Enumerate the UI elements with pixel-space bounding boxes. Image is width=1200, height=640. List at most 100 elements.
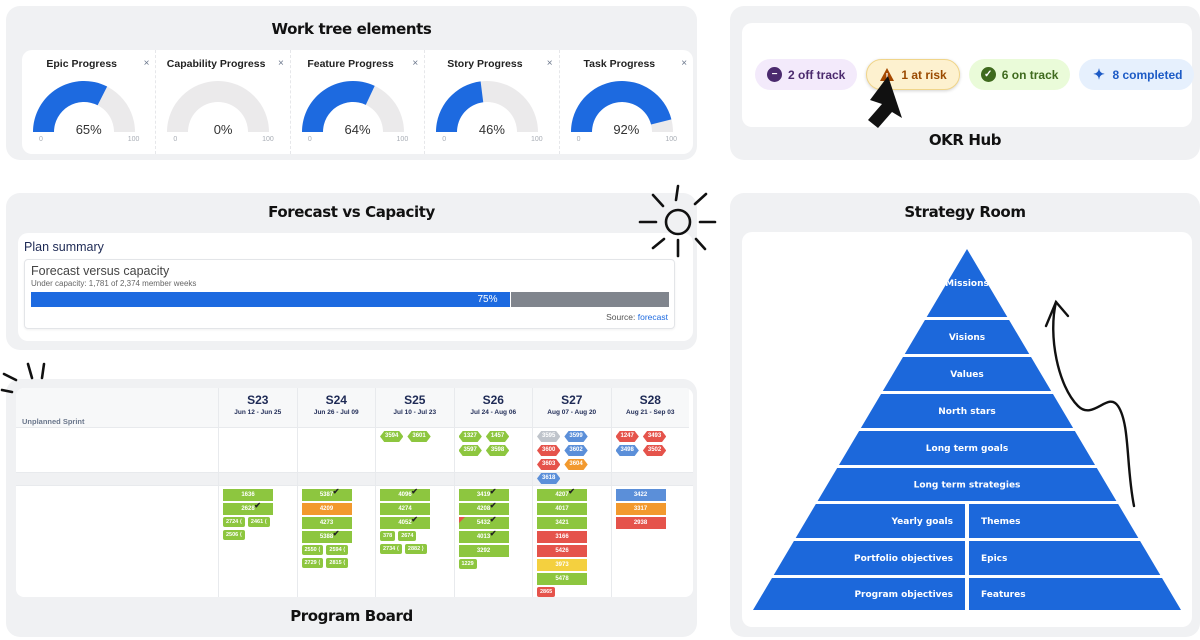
dependency-card[interactable]: 2550 ⟨ — [301, 545, 324, 555]
close-icon[interactable]: × — [546, 58, 553, 69]
feature-hex[interactable]: 3595 — [537, 431, 561, 442]
story-card[interactable]: 4017 — [537, 503, 587, 515]
story-card[interactable]: 4209 — [301, 503, 352, 515]
story-card[interactable]: 4013 ✔ — [458, 529, 509, 543]
dependency-card[interactable]: 2506 ⟨ — [223, 530, 245, 540]
story-card[interactable]: 2628 ✔ — [223, 501, 273, 515]
feature-hex[interactable]: 3601 — [407, 431, 431, 442]
story-card[interactable]: 3166 — [537, 531, 587, 543]
sprint-header[interactable]: S28 Aug 21 - Sep 03 — [611, 388, 689, 428]
story-card[interactable]: 3973 — [537, 559, 587, 571]
feature-hex[interactable]: 1327 — [458, 431, 482, 442]
dependency-card[interactable]: 2865 — [537, 587, 556, 597]
dependency-cards: 378 2674 2734 ⟨ 2882 ⟩ — [380, 531, 438, 554]
story-card[interactable]: 2938 — [615, 517, 666, 529]
okr-chip-off-track[interactable]: −2 off track — [755, 59, 858, 90]
sprint-header[interactable]: S26 Jul 24 - Aug 06 — [454, 388, 532, 428]
gauge-story[interactable]: Story Progress × 46% 0 100 — [425, 50, 560, 154]
story-card[interactable]: 3421 — [537, 517, 587, 529]
pyramid-layer-right[interactable] — [969, 541, 1161, 575]
close-icon[interactable]: × — [681, 58, 688, 69]
feature-hex[interactable]: 3493 — [642, 431, 667, 442]
story-card[interactable]: 3422 — [615, 489, 666, 501]
pyramid-layer-right[interactable] — [969, 578, 1181, 610]
close-icon[interactable]: × — [277, 58, 284, 69]
sprint-name: S26 — [482, 393, 504, 407]
dependency-card[interactable]: 2674 — [398, 531, 417, 541]
dependency-card[interactable]: 2815 ⟨ — [326, 558, 349, 568]
story-cards: 1636 2628 ✔ 2724 ⟨ 2461 ⟨ 2506 ⟨ — [223, 489, 275, 540]
feature-hex[interactable]: 3598 — [485, 445, 510, 456]
feature-hex[interactable]: 3604 — [564, 459, 588, 470]
story-card[interactable]: 1636 — [223, 489, 273, 501]
feature-hex[interactable]: 3603 — [537, 459, 561, 470]
sprint-header[interactable]: S24 Jun 26 - Jul 09 — [297, 388, 375, 428]
story-card[interactable]: 4208 ✔ — [458, 501, 509, 515]
story-card[interactable]: 5388 ✔ — [301, 529, 352, 543]
feature-hex[interactable]: 3594 — [380, 431, 404, 442]
pyramid-layer-left[interactable] — [773, 541, 965, 575]
gauge-arc — [436, 81, 539, 132]
story-card[interactable]: 5432 ✔ — [458, 515, 509, 529]
story-card[interactable]: 4096 ✔ — [380, 487, 430, 501]
pyramid-layer[interactable] — [860, 394, 1074, 428]
dependency-card[interactable]: 2461 ⟨ — [247, 517, 270, 527]
pyramid-layer[interactable] — [817, 468, 1117, 501]
pyramid-layer[interactable] — [904, 320, 1030, 354]
sprint-header[interactable]: S27 Aug 07 - Aug 20 — [533, 388, 611, 428]
feature-hex[interactable]: 3602 — [564, 445, 588, 456]
close-icon[interactable]: × — [143, 58, 150, 69]
feature-hex[interactable]: 3502 — [642, 445, 667, 456]
dependency-card[interactable]: 2724 ⟨ — [223, 517, 245, 527]
dependency-card[interactable]: 1229 — [458, 559, 477, 569]
story-card[interactable]: 4274 — [380, 503, 430, 515]
feature-hex[interactable]: 3600 — [537, 445, 561, 456]
program-board-grid: Unplanned Sprint S23 Jun 12 - Jun 25 1636… — [16, 388, 693, 597]
pyramid-layer[interactable] — [926, 249, 1008, 317]
gauge-capability[interactable]: Capability Progress × 0% 0 100 — [156, 50, 291, 154]
dependency-card[interactable]: 2729 ⟨ — [301, 558, 324, 568]
gauge-arc — [33, 80, 135, 132]
okr-chip-completed[interactable]: ✦ 8 completed — [1079, 59, 1195, 90]
story-card[interactable]: 5426 — [537, 545, 587, 557]
sprint-header[interactable]: S25 Jul 10 - Jul 23 — [376, 388, 454, 428]
gauge-feature[interactable]: Feature Progress × 64% 0 100 — [291, 50, 426, 154]
okr-chip-at-risk[interactable]: ! 1 at risk — [866, 59, 960, 90]
pyramid-layer-label: Long term strategies — [914, 481, 1021, 491]
story-card[interactable]: 5387 ✔ — [301, 487, 352, 501]
dependency-card[interactable]: 2734 ⟨ — [380, 544, 402, 554]
feature-hex[interactable]: 3618 — [537, 473, 561, 484]
story-card-id: 3166 — [555, 534, 569, 540]
pyramid-layer[interactable] — [882, 357, 1052, 391]
dependency-card[interactable]: 2882 ⟩ — [404, 544, 427, 554]
feature-hex[interactable]: 3498 — [615, 445, 639, 456]
feature-hex[interactable]: 1457 — [485, 431, 510, 442]
gauge-title: Feature Progress — [307, 58, 394, 70]
story-cards: 3419 ✔ 4208 ✔ 5432 ✔ 4013 ✔ 3292 1229 — [458, 487, 511, 569]
gauge-epic[interactable]: Epic Progress × 65% 0 100 — [22, 50, 157, 154]
story-card[interactable]: 3292 — [458, 545, 509, 557]
feature-hex[interactable]: 3597 — [458, 445, 482, 456]
pyramid-layer-left[interactable] — [753, 578, 965, 610]
story-card[interactable]: 4273 — [301, 517, 352, 529]
dependency-card[interactable]: 378 — [380, 531, 396, 541]
story-card[interactable]: 4207 ✔ — [537, 487, 587, 501]
capacity-bar-remaining — [510, 292, 669, 307]
check-circle-icon: ✓ — [980, 67, 996, 82]
source-forecast-link[interactable]: forecast — [637, 312, 668, 322]
close-icon[interactable]: × — [412, 58, 419, 69]
pyramid-layer-right[interactable] — [969, 504, 1139, 538]
feature-hex[interactable]: 3599 — [564, 431, 588, 442]
pyramid-layer-left[interactable] — [795, 504, 965, 538]
story-card[interactable]: 3317 — [615, 503, 666, 515]
pyramid-layer[interactable] — [838, 431, 1096, 465]
story-card[interactable]: 4052 ✔ — [380, 515, 430, 529]
okr-chip-on-track[interactable]: ✓ 6 on track — [968, 59, 1071, 90]
story-card[interactable]: 5478 — [537, 573, 587, 585]
pyramid-layer-label: Visions — [949, 333, 985, 343]
feature-hex[interactable]: 1247 — [615, 431, 639, 442]
sprint-header[interactable]: S23 Jun 12 - Jun 25 — [219, 388, 297, 428]
gauge-task[interactable]: Task Progress × 92% 0 100 — [560, 50, 693, 154]
dependency-card[interactable]: 2594 ⟨ — [326, 545, 349, 555]
story-card[interactable]: 3419 ✔ — [458, 487, 509, 501]
